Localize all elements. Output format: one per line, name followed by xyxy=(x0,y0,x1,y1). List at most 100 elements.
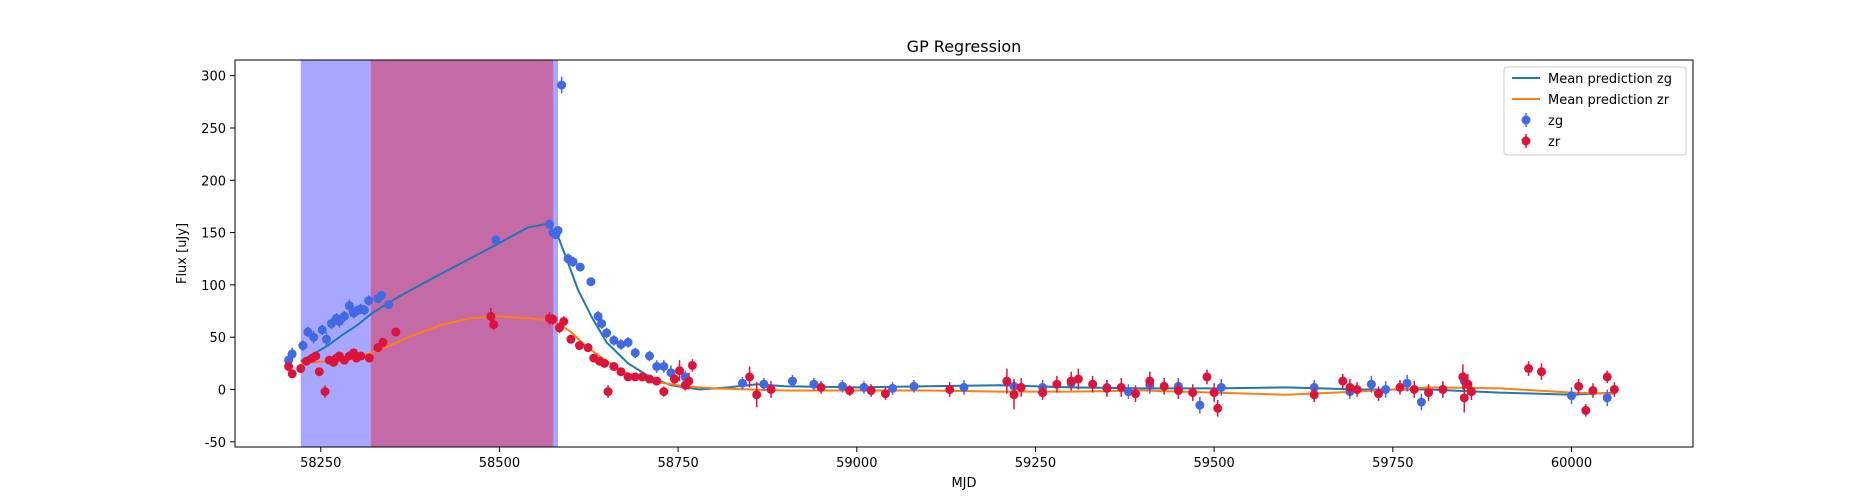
shaded-regions xyxy=(300,60,559,447)
data-point-zr xyxy=(1002,368,1012,394)
point-marker xyxy=(945,384,955,394)
data-point-zr xyxy=(284,361,294,371)
data-point-zr xyxy=(554,322,564,333)
point-marker xyxy=(1195,400,1205,410)
point-marker xyxy=(1016,382,1026,392)
point-marker xyxy=(377,290,387,300)
point-marker xyxy=(583,343,593,353)
point-marker xyxy=(959,382,969,392)
data-point-zg xyxy=(575,262,585,272)
data-point-zg xyxy=(1602,389,1612,407)
point-marker xyxy=(687,360,697,370)
data-point-zg xyxy=(630,347,640,359)
point-marker xyxy=(359,305,369,315)
data-point-zr xyxy=(1145,371,1155,391)
point-marker xyxy=(1309,390,1319,400)
point-marker xyxy=(344,301,354,311)
x-tick-label: 59500 xyxy=(1193,456,1234,471)
point-marker xyxy=(287,349,297,359)
data-point-zg xyxy=(759,377,769,391)
data-point-zg xyxy=(1216,379,1226,396)
data-point-zr xyxy=(603,385,613,398)
x-axis-label: MJD xyxy=(951,476,976,491)
point-marker xyxy=(737,378,747,388)
data-point-zr xyxy=(1102,380,1112,397)
data-point-zr xyxy=(1073,368,1083,390)
legend-label-mean-zg: Mean prediction zg xyxy=(1548,72,1672,87)
point-marker xyxy=(321,334,331,344)
data-point-zr xyxy=(1088,375,1098,393)
data-point-zr xyxy=(1038,385,1048,400)
data-point-zr xyxy=(687,359,697,372)
point-marker xyxy=(1345,382,1355,392)
point-marker xyxy=(1145,376,1155,386)
data-point-zg xyxy=(344,299,354,313)
point-marker xyxy=(659,387,669,397)
point-marker xyxy=(553,225,563,235)
point-marker xyxy=(880,389,890,399)
point-marker xyxy=(311,351,321,361)
data-point-zg xyxy=(1567,387,1576,405)
data-point-zr xyxy=(1609,382,1619,397)
data-point-zg xyxy=(1416,393,1426,411)
point-marker xyxy=(314,367,324,377)
data-point-zg xyxy=(384,300,394,310)
point-marker xyxy=(1458,372,1468,382)
point-marker xyxy=(1102,383,1112,393)
x-tick-label: 59750 xyxy=(1372,456,1413,471)
y-tick-label: 300 xyxy=(201,70,226,85)
data-point-zr xyxy=(675,360,685,382)
data-point-zr xyxy=(945,382,955,397)
point-marker xyxy=(609,361,619,371)
data-point-zg xyxy=(1195,396,1205,414)
point-marker xyxy=(486,311,496,321)
data-point-zg xyxy=(1381,381,1391,398)
point-marker xyxy=(1416,397,1426,407)
data-point-zr xyxy=(623,372,633,382)
point-marker xyxy=(1366,379,1376,389)
point-marker xyxy=(1409,384,1419,394)
point-marker xyxy=(1602,372,1612,382)
data-point-zg xyxy=(553,225,563,235)
point-marker xyxy=(1524,364,1534,374)
y-tick-label: 150 xyxy=(201,227,226,242)
point-marker xyxy=(659,361,669,371)
point-marker xyxy=(1209,388,1219,398)
point-marker xyxy=(616,339,626,349)
data-point-zr xyxy=(574,341,584,351)
data-point-zg xyxy=(616,339,626,350)
point-marker xyxy=(317,325,327,335)
data-point-zr xyxy=(1352,382,1362,397)
point-marker xyxy=(548,314,558,324)
data-point-zg xyxy=(544,219,554,229)
data-point-zg xyxy=(1366,375,1376,393)
data-point-zr xyxy=(391,327,401,337)
data-point-zr xyxy=(1131,385,1141,403)
data-point-zg xyxy=(859,381,869,394)
point-marker xyxy=(1402,378,1412,388)
x-tick-label: 59000 xyxy=(836,456,877,471)
point-marker xyxy=(616,367,626,377)
point-marker xyxy=(554,323,564,333)
point-marker xyxy=(557,80,567,90)
data-point-zr xyxy=(684,372,694,390)
data-point-zr xyxy=(296,364,306,374)
point-marker xyxy=(645,351,655,361)
data-point-zr xyxy=(1602,370,1612,384)
data-point-zr xyxy=(287,369,297,379)
point-marker xyxy=(1038,388,1048,398)
data-point-zg xyxy=(586,277,596,287)
data-point-zg xyxy=(359,304,369,316)
data-point-zr xyxy=(845,385,855,396)
data-point-zr xyxy=(356,351,366,361)
point-marker xyxy=(609,335,619,345)
data-point-zr xyxy=(1338,373,1348,389)
data-point-zg xyxy=(303,326,313,338)
point-marker xyxy=(1352,384,1362,394)
point-marker xyxy=(1073,374,1083,384)
x-axis-ticks: 58250 58500 58750 59000 59250 59500 59750 60000 xyxy=(300,447,1592,471)
point-marker xyxy=(1463,379,1473,389)
point-marker xyxy=(303,327,313,337)
data-point-zg xyxy=(1123,384,1133,399)
point-marker xyxy=(1466,387,1476,397)
